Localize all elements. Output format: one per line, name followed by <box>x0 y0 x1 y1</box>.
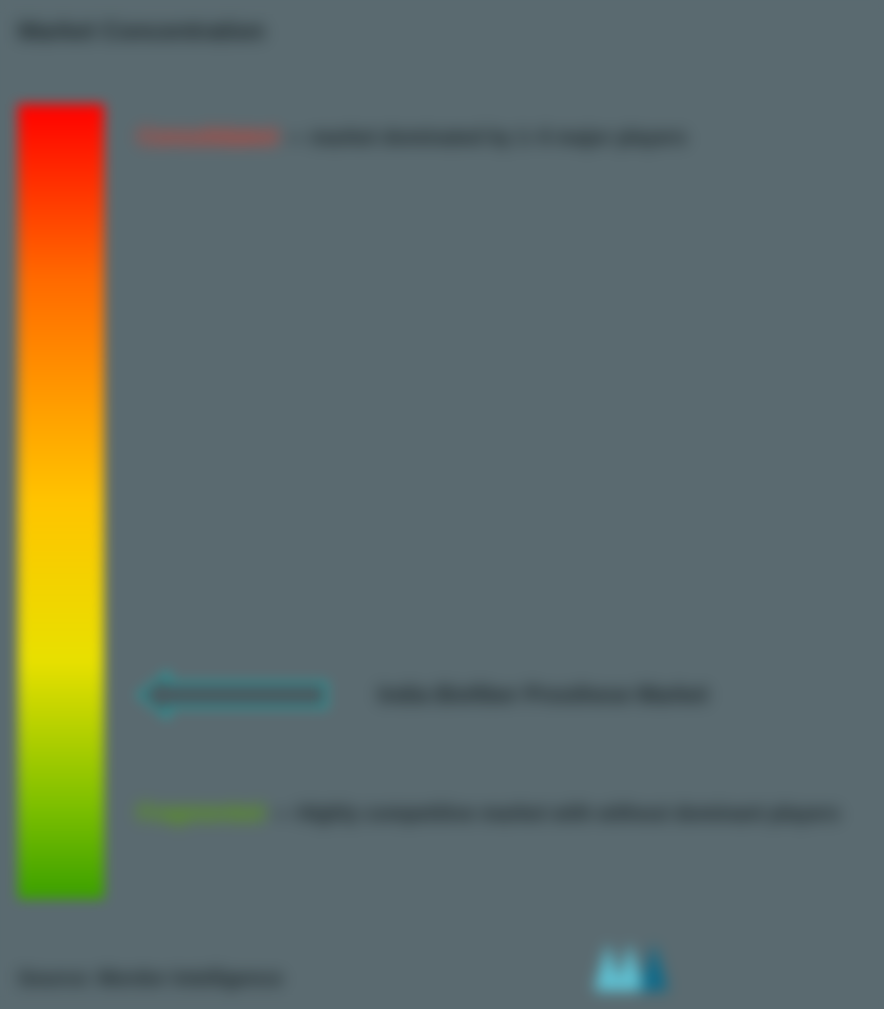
arrow-left-icon <box>138 670 328 720</box>
consolidated-rest: — market dominated by 1–5 major players <box>285 127 686 150</box>
label-consolidated: Consolidated — market dominated by 1–5 m… <box>138 124 687 150</box>
chart-title: Market Concentration <box>18 18 866 46</box>
consolidated-highlight: Consolidated <box>138 124 277 150</box>
market-indicator-row: India Biofiber Prosthese Market <box>138 670 708 720</box>
gradient-scale <box>18 104 104 899</box>
fragmented-rest: — Highly competitive market with without… <box>272 803 840 826</box>
market-label: India Biofiber Prosthese Market <box>378 682 708 708</box>
fragmented-highlight: Fragmented <box>138 800 264 826</box>
label-fragmented: Fragmented — Highly competitive market w… <box>138 800 840 826</box>
chart-container: Market Concentration Consolidated — mark… <box>0 0 884 1009</box>
arrow-shape <box>138 673 326 717</box>
brand-logo <box>594 943 674 991</box>
source-text: Source: Mordor Intelligence <box>18 968 282 991</box>
